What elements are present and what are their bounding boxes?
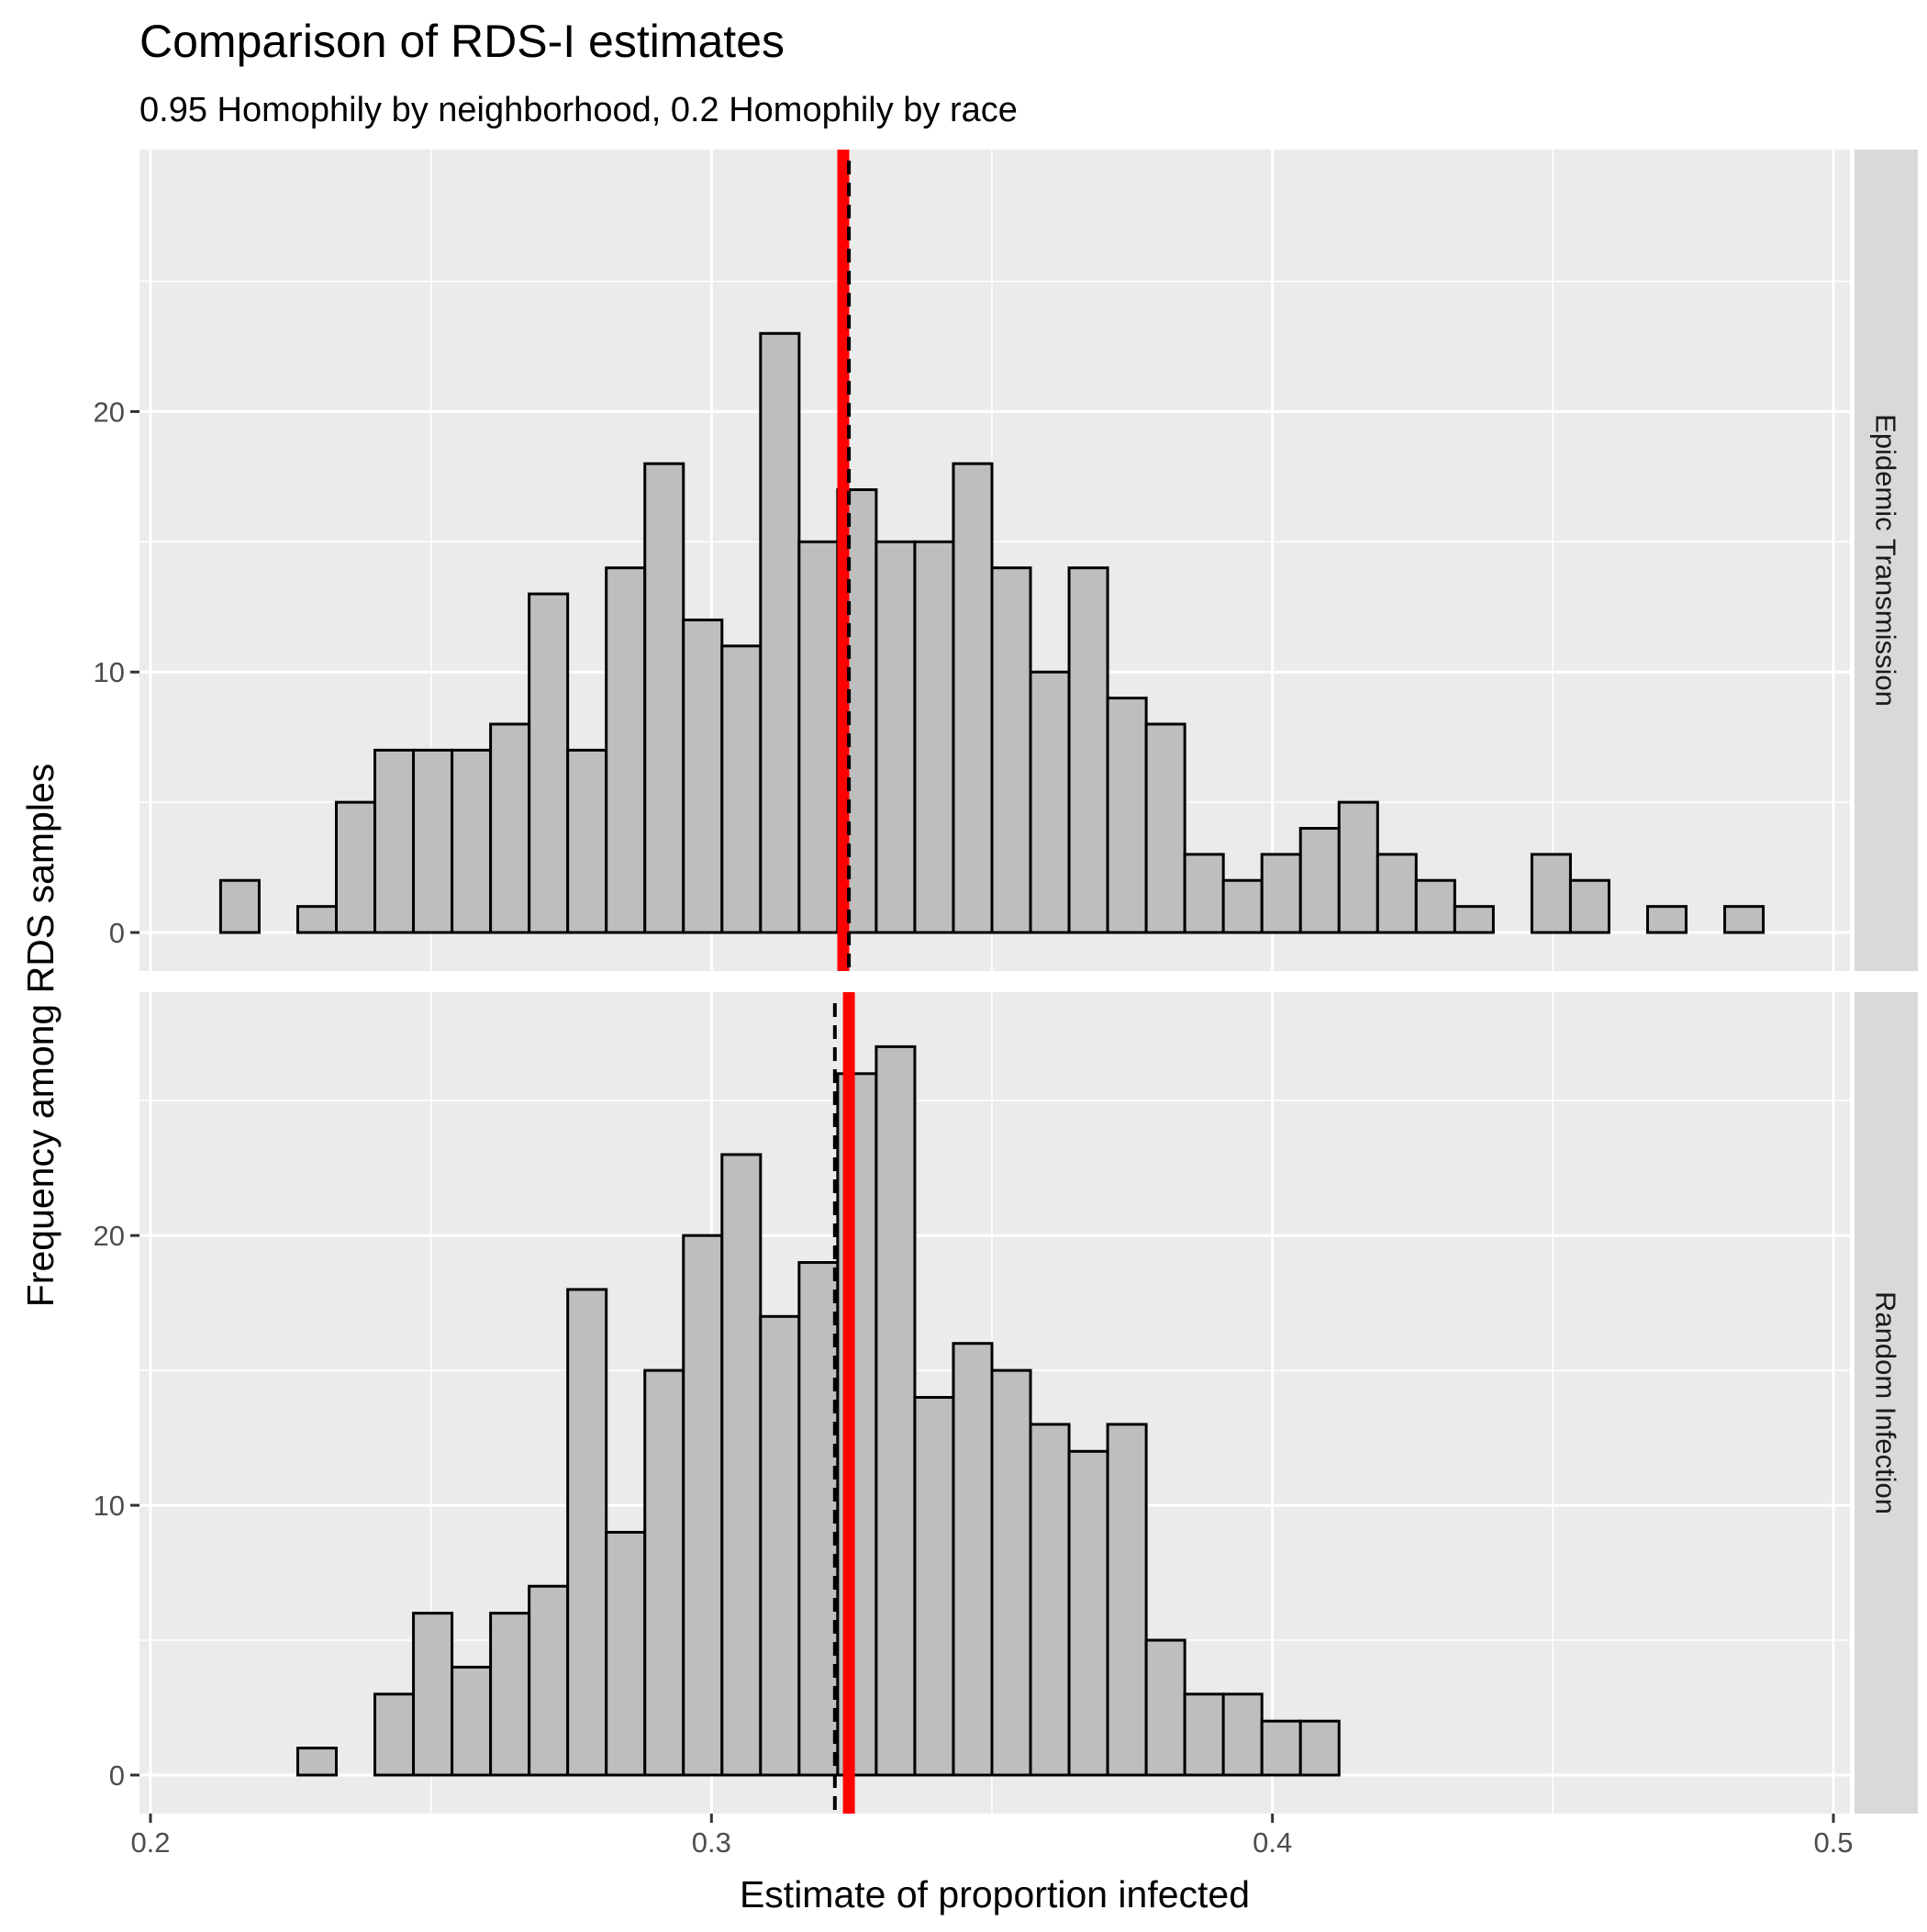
histogram-bar	[489, 722, 531, 934]
histogram-bar	[1221, 878, 1264, 934]
histogram-bar	[451, 748, 493, 934]
histogram-bar	[1260, 1719, 1302, 1777]
histogram-bar	[218, 878, 261, 934]
histogram-bar	[1029, 1423, 1071, 1777]
y-tick-label: 10	[94, 656, 125, 688]
histogram-bar	[1029, 670, 1071, 934]
histogram-bar	[295, 905, 339, 934]
histogram-bar	[990, 566, 1032, 934]
histogram-bar	[295, 1747, 339, 1777]
histogram-bar	[682, 618, 724, 934]
histogram-bar	[874, 540, 917, 934]
histogram-bar	[720, 1153, 763, 1777]
histogram-bar	[682, 1234, 724, 1777]
histogram-bar	[1568, 878, 1610, 934]
histogram-bar	[1260, 853, 1302, 934]
histogram-bar	[1144, 722, 1186, 934]
histogram-bar	[643, 1368, 685, 1777]
histogram-bar	[1106, 697, 1148, 934]
histogram-bar	[913, 1396, 955, 1777]
chart-title: Comparison of RDS-I estimates	[139, 16, 785, 67]
chart-subtitle: 0.95 Homophily by neighborhood, 0.2 Homo…	[139, 91, 1018, 129]
x-tick-label: 0.5	[1813, 1826, 1853, 1859]
histogram-bar	[1298, 1719, 1341, 1777]
facet-strip	[1855, 992, 1918, 1814]
histogram-bar	[1645, 905, 1688, 934]
histogram-bar	[874, 1044, 917, 1777]
histogram-bar	[1376, 853, 1418, 934]
histogram-bar	[797, 1261, 840, 1777]
histogram-bar	[797, 540, 840, 934]
facet-strip-label: Random Infection	[1870, 1291, 1902, 1514]
histogram-bar	[373, 748, 416, 934]
histogram-bar	[412, 1612, 454, 1777]
facet-panel-2: 0 10 20 Random Infection	[94, 992, 1918, 1814]
histogram-bar	[566, 1288, 608, 1777]
histogram-bar	[1106, 1423, 1148, 1777]
histogram-bar	[720, 644, 763, 934]
histogram-bar	[451, 1665, 493, 1777]
histogram-bar	[605, 566, 647, 934]
histogram-bar	[412, 748, 454, 934]
histogram-bar	[566, 748, 608, 934]
histogram-bar	[528, 592, 570, 934]
facet-panels: 0 10 20 Epidemic Transmission 0 10 20 Random In…	[94, 150, 1918, 1859]
histogram-bar	[1723, 905, 1765, 934]
histogram-bar	[1530, 853, 1572, 934]
histogram-bar	[643, 462, 685, 934]
histogram-bar	[605, 1530, 647, 1777]
histogram-bar	[1067, 1449, 1109, 1777]
histogram-bar	[528, 1584, 570, 1777]
histogram-bar	[1414, 878, 1456, 934]
histogram-bar	[335, 800, 377, 934]
y-tick-label: 10	[94, 1490, 125, 1522]
y-tick-label: 0	[109, 917, 125, 949]
histogram-bar	[1183, 1692, 1225, 1777]
histogram-bar	[952, 462, 994, 934]
histogram-bar	[1221, 1692, 1264, 1777]
histogram-bar	[1298, 826, 1341, 934]
x-tick-label: 0.3	[692, 1826, 731, 1859]
facet-strip-label: Epidemic Transmission	[1870, 414, 1902, 707]
histogram-bar	[1453, 905, 1495, 934]
y-tick-label: 0	[109, 1759, 125, 1792]
histogram-bar	[759, 331, 801, 934]
histogram-bar	[1067, 566, 1109, 934]
histogram-bar	[913, 540, 955, 934]
x-tick-label: 0.4	[1253, 1826, 1292, 1859]
histogram-bar	[1144, 1638, 1186, 1777]
histogram-bar	[1183, 853, 1225, 934]
histogram-bar	[952, 1342, 994, 1777]
histogram-bar	[489, 1612, 531, 1777]
facet-panel-1: 0 10 20 Epidemic Transmission	[94, 150, 1918, 971]
y-axis-title: Frequency among RDS samples	[19, 764, 61, 1307]
facet-strip	[1855, 150, 1918, 971]
x-tick-label: 0.2	[130, 1826, 170, 1859]
y-tick-label: 20	[94, 1220, 125, 1252]
y-tick-label: 20	[94, 396, 125, 428]
histogram-bar	[990, 1368, 1032, 1777]
histogram-bar	[1337, 800, 1379, 934]
x-axis-title: Estimate of proportion infected	[740, 1873, 1250, 1915]
histogram-bar	[759, 1314, 801, 1777]
histogram-bar	[373, 1692, 416, 1777]
